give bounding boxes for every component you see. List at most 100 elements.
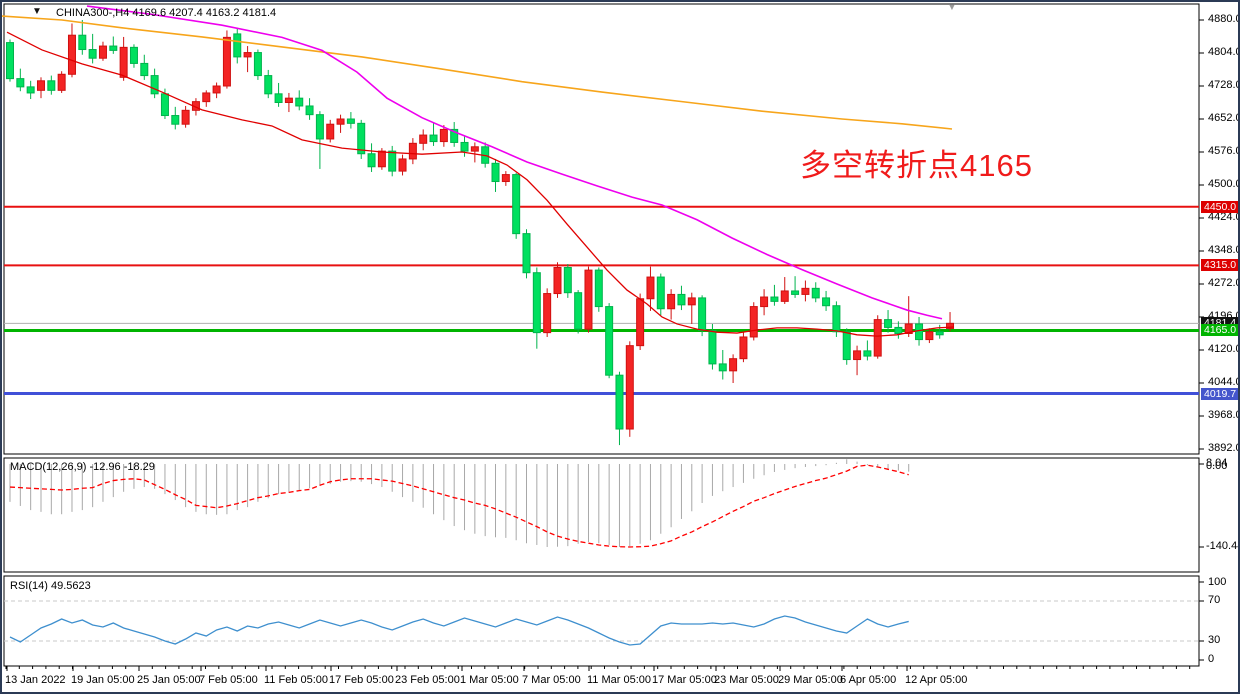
macd-signal-line (9, 464, 909, 548)
candle-body (119, 46, 128, 78)
candle-body (212, 85, 221, 94)
candle-body (336, 118, 345, 125)
candle-body (605, 306, 614, 376)
candle-body (26, 86, 35, 94)
candle-body (708, 329, 717, 365)
candle-body (615, 374, 624, 430)
price-panel-frame[interactable] (3, 3, 1200, 455)
candle-body (357, 122, 366, 155)
rsi-line (9, 615, 909, 646)
candle-body (78, 34, 87, 51)
candle-body (398, 158, 407, 172)
symbol-title: CHINA300-,H4 4169.6 4207.4 4163.2 4181.4 (56, 7, 277, 19)
candle-body (501, 174, 510, 183)
candle-body (450, 128, 459, 143)
candle-body (884, 319, 893, 328)
price-tick-label: 4348.0 (1208, 244, 1240, 256)
candle-body (915, 323, 924, 341)
time-label: 17 Feb 05:00 (329, 674, 394, 686)
candle-body (264, 75, 273, 95)
candle-body (129, 46, 138, 64)
candle-body (47, 80, 56, 91)
price-tick-label: 4728.0 (1208, 79, 1240, 91)
price-tick-label: 3968.0 (1208, 409, 1240, 421)
price-tick-label: 4044.0 (1208, 376, 1240, 388)
candle-body (667, 293, 676, 310)
time-label: 17 Mar 05:00 (652, 674, 717, 686)
candle-body (718, 363, 727, 372)
price-tick-label: 4804.0 (1208, 46, 1240, 58)
price-tick-label: 4500.0 (1208, 178, 1240, 190)
candle-body (749, 306, 758, 338)
candle-body (202, 92, 211, 103)
candle-body (729, 358, 738, 372)
candle-body (842, 331, 851, 361)
time-label: 11 Feb 05:00 (264, 674, 329, 686)
candle-body (739, 336, 748, 360)
candle-body (16, 78, 25, 88)
candle-body (553, 267, 562, 295)
price-tick-label: 4880.0 (1208, 13, 1240, 25)
candle-body (326, 123, 335, 140)
symbol-dropdown-icon[interactable]: ▼ (32, 6, 42, 17)
chart-shift-marker-icon[interactable]: ▼ (947, 2, 957, 13)
candle-body (150, 75, 159, 95)
candle-body (243, 52, 252, 58)
macd-axis-label: -140.44 (1206, 540, 1240, 552)
candle-body (801, 287, 810, 295)
candle-body (925, 331, 934, 341)
candle-body (656, 276, 665, 310)
price-tick-label: 4424.0 (1208, 211, 1240, 223)
candle-body (36, 80, 45, 91)
macd-axis-label: 8.04 (1206, 457, 1228, 469)
rsi-panel-frame[interactable] (3, 575, 1200, 667)
candle-body (439, 128, 448, 143)
time-label: 23 Feb 05:00 (395, 674, 460, 686)
rsi-axis-label: 100 (1208, 576, 1227, 588)
time-label: 29 Mar 05:00 (778, 674, 843, 686)
candle-body (698, 297, 707, 331)
candle-body (388, 150, 397, 172)
candle-body (811, 287, 820, 299)
candle-body (429, 134, 438, 143)
price-badge-4315.0: 4315.0 (1201, 259, 1238, 272)
candle-body (677, 293, 686, 306)
candle-body (770, 296, 779, 302)
candle-body (863, 350, 872, 357)
time-label: 11 Mar 05:00 (587, 674, 652, 686)
candle-body (346, 118, 355, 124)
candle-body (233, 33, 242, 58)
macd-indicator-label: MACD(12,26,9) -12.96 -18.29 (10, 461, 155, 473)
candle-body (935, 331, 944, 336)
candle-body (543, 293, 552, 334)
annotation-text[interactable]: 多空转折点4165 (800, 148, 1033, 183)
candle-body (625, 345, 634, 430)
macd-panel-frame[interactable] (3, 457, 1200, 573)
candle-body (532, 272, 541, 334)
candle-body (946, 322, 955, 329)
candle-body (98, 45, 107, 59)
candle-body (780, 290, 789, 302)
price-badge-4450.0: 4450.0 (1201, 200, 1238, 213)
time-label: 12 Apr 05:00 (905, 674, 968, 686)
candle-body (274, 93, 283, 103)
candle-body (760, 296, 769, 308)
fast-ma-line (6, 31, 955, 337)
macd-axis-label: 0.00 (1206, 460, 1228, 472)
candle-body (574, 292, 583, 330)
time-label: 19 Jan 05:00 (71, 674, 135, 686)
candle-body (904, 323, 913, 334)
candle-body (873, 319, 882, 357)
candle-body (67, 34, 76, 75)
time-label: 7 Mar 05:00 (522, 674, 581, 686)
candle-body (295, 97, 304, 107)
time-label: 25 Jan 05:00 (137, 674, 201, 686)
candle-body (377, 150, 386, 168)
candle-body (419, 134, 428, 144)
price-tick-label: 3892.0 (1208, 442, 1240, 454)
candle-body (563, 267, 572, 294)
time-label: 6 Apr 05:00 (840, 674, 897, 686)
candle-body (594, 269, 603, 308)
rsi-axis-label: 70 (1208, 594, 1221, 606)
